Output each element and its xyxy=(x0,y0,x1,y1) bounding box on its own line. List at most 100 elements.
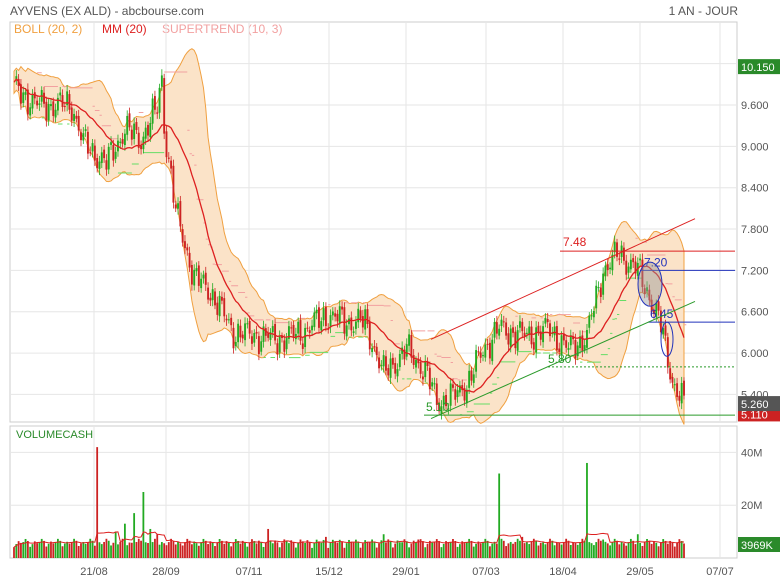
volume-bar xyxy=(308,542,311,558)
candle xyxy=(216,302,219,315)
x-tick-label: 15/12 xyxy=(315,566,343,578)
candle xyxy=(549,323,551,337)
volume-bar xyxy=(29,546,32,558)
candle xyxy=(313,312,316,328)
volume-bar xyxy=(357,541,360,558)
trendline[interactable] xyxy=(430,218,696,340)
volume-bar xyxy=(431,542,434,558)
volume-bar xyxy=(103,541,106,558)
volume-bar xyxy=(154,538,156,558)
candle xyxy=(486,343,489,345)
volume-bar xyxy=(329,543,332,558)
period-label: 1 AN - JOUR xyxy=(668,4,738,18)
volume-bar xyxy=(539,542,542,558)
x-tick-label: 18/04 xyxy=(549,566,577,578)
candle xyxy=(45,101,48,121)
volume-bar xyxy=(627,542,630,558)
legend-boll[interactable]: BOLL (20, 2) xyxy=(14,22,83,36)
volume-bar xyxy=(611,542,614,558)
volume-bar xyxy=(623,543,625,558)
volume-bar xyxy=(410,543,413,558)
candle xyxy=(121,139,124,144)
candle xyxy=(618,258,621,260)
candle xyxy=(174,204,177,209)
volume-bar xyxy=(468,538,471,558)
volume-bar xyxy=(426,543,429,558)
volume-bar xyxy=(387,539,390,558)
volume-bar xyxy=(396,540,399,558)
volume-bar xyxy=(184,542,186,558)
volume-bar xyxy=(22,542,25,558)
candle xyxy=(107,146,110,170)
candle xyxy=(371,347,374,353)
volume-bar xyxy=(576,544,579,558)
x-tick-label: 07/07 xyxy=(706,566,734,578)
volume-bar xyxy=(269,541,272,558)
candle xyxy=(664,325,667,336)
candle xyxy=(269,332,272,340)
volume-bar xyxy=(519,540,521,558)
candle xyxy=(329,315,332,327)
volume-bar xyxy=(77,545,80,558)
volume-bar xyxy=(449,542,452,558)
volume-bar xyxy=(100,544,103,558)
volume-bar xyxy=(348,539,350,558)
level-label: 7.20 xyxy=(644,255,668,269)
volume-bar xyxy=(105,538,108,558)
candle xyxy=(119,141,122,143)
volume-bar xyxy=(338,539,341,558)
candle xyxy=(597,287,600,289)
candle xyxy=(574,339,577,359)
annotation-ellipse[interactable] xyxy=(660,321,674,357)
candle xyxy=(405,344,408,357)
volume-bar xyxy=(193,541,196,558)
legend-mm[interactable]: MM (20) xyxy=(102,22,147,36)
candle xyxy=(331,311,334,316)
candle xyxy=(350,317,353,331)
volume-bar xyxy=(653,541,655,558)
volume-bar xyxy=(267,528,270,558)
volume-bar xyxy=(93,545,96,558)
candle xyxy=(507,333,510,345)
volume-bar xyxy=(491,543,494,558)
volume-bar xyxy=(181,545,184,558)
volume-bar xyxy=(512,543,514,558)
candle xyxy=(680,382,683,404)
volume-bar xyxy=(214,546,216,558)
candle xyxy=(498,328,501,336)
volume-bar xyxy=(616,540,618,558)
volume-bar xyxy=(202,538,205,558)
candle xyxy=(673,384,676,386)
volume-bar xyxy=(13,547,15,558)
volume-bar xyxy=(207,544,209,558)
volume-bar xyxy=(237,540,240,558)
volume-bar xyxy=(371,539,374,558)
volume-bar xyxy=(239,543,242,558)
candle xyxy=(80,132,82,141)
legend-supertrend[interactable]: SUPERTREND (10, 3) xyxy=(162,22,283,36)
volume-bar xyxy=(255,543,258,558)
candle xyxy=(576,345,579,357)
candle xyxy=(43,92,45,104)
candle xyxy=(625,260,628,275)
candle xyxy=(426,361,429,366)
trendline[interactable] xyxy=(430,300,696,420)
volume-bar xyxy=(26,540,29,558)
candle xyxy=(410,335,413,358)
volume-bar xyxy=(52,543,55,558)
volume-bar xyxy=(373,541,376,558)
volume-bar xyxy=(47,543,50,558)
volume-bar xyxy=(54,541,57,558)
candle xyxy=(281,335,283,339)
volume-bar xyxy=(40,538,43,558)
candle xyxy=(622,247,625,261)
volume-bar xyxy=(343,547,346,558)
annotation-ellipse[interactable] xyxy=(637,261,663,307)
candle xyxy=(523,332,526,337)
volume-bar xyxy=(560,544,563,558)
candle xyxy=(375,346,378,356)
volume-bar xyxy=(590,543,593,558)
candle xyxy=(412,355,415,365)
low-marker-label: 5.110 xyxy=(741,409,768,421)
